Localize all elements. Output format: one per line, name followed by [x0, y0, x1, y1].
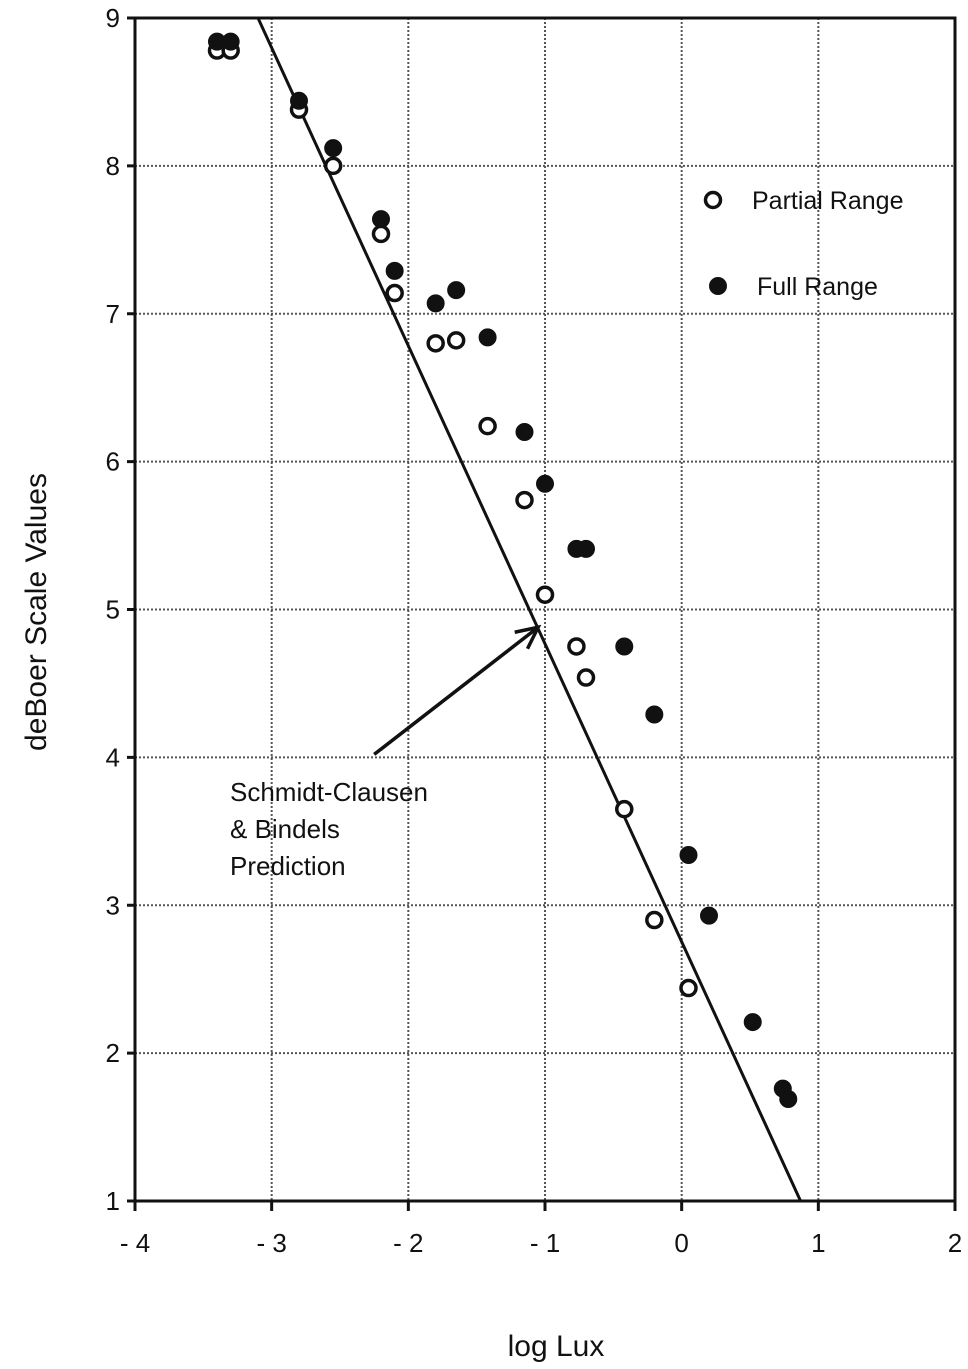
tick-labels: - 4 - 3 - 2 - 1 0 1 2 1 2 3 4 5 6 7 8 9: [106, 3, 963, 1258]
y-tick-label: 3: [106, 890, 120, 920]
y-tick-label: 7: [106, 299, 120, 329]
prediction-line-layer: [256, 17, 802, 1202]
full-range-point: [577, 539, 595, 558]
full-range-point: [290, 91, 308, 110]
full-range-point: [447, 281, 466, 300]
legend-label: Partial Range: [752, 187, 903, 215]
full-range-point: [221, 32, 240, 51]
y-axis-title: deBoer Scale Values: [20, 473, 53, 751]
annotation: Schmidt-Clausen & Bindels Prediction: [230, 624, 542, 881]
full-range-point: [515, 423, 534, 442]
legend-marker-full-range: [709, 277, 727, 295]
x-tick-label: 0: [674, 1228, 688, 1258]
x-tick-label: - 2: [393, 1228, 423, 1258]
full-range-point: [478, 328, 497, 347]
full-range-point: [779, 1089, 798, 1108]
legend-marker-partial-range: [703, 190, 723, 210]
annotation-arrow-shaft: [373, 625, 540, 756]
x-tick-label: 2: [948, 1228, 962, 1258]
data-points: [207, 32, 798, 1108]
partial-range-point: [371, 224, 391, 244]
y-tick-label: 9: [106, 3, 120, 33]
full-range-point: [324, 139, 343, 158]
full-range-point: [700, 906, 718, 925]
legend: Partial Range Full Range: [703, 187, 903, 301]
grid: [135, 18, 955, 1201]
full-range-point: [743, 1013, 762, 1032]
partial-range-point: [679, 978, 698, 998]
y-tick-label: 6: [106, 447, 120, 477]
partial-range-point: [515, 490, 534, 510]
y-tick-label: 5: [106, 595, 120, 625]
y-tick-label: 2: [106, 1038, 120, 1068]
prediction-line: [256, 17, 802, 1202]
annotation-label: Schmidt-Clausen: [230, 777, 428, 807]
legend-label: Full Range: [757, 273, 878, 301]
partial-range-point: [645, 910, 664, 930]
partial-range-point: [446, 331, 466, 350]
full-range-point: [426, 294, 445, 313]
y-tick-label: 8: [106, 151, 120, 181]
full-range-point: [536, 474, 554, 493]
full-range-point: [615, 637, 634, 656]
x-tick-label: - 3: [256, 1228, 286, 1258]
partial-range-point: [567, 637, 586, 656]
partial-range-point: [426, 334, 445, 353]
partial-range-point: [576, 668, 596, 687]
annotation-arrow-head: [514, 624, 542, 650]
x-tick-label: 1: [811, 1228, 825, 1258]
full-range-point: [372, 210, 390, 229]
annotation-label: & Bindels: [230, 814, 340, 844]
annotation-label: Prediction: [230, 851, 346, 881]
x-tick-label: - 4: [120, 1228, 150, 1258]
partial-range-point: [535, 585, 555, 604]
axes: [127, 16, 957, 1211]
full-range-point: [645, 705, 664, 724]
x-tick-label: - 1: [530, 1228, 560, 1258]
x-axis-title: log Lux: [508, 1330, 605, 1363]
y-tick-label: 1: [106, 1186, 120, 1216]
partial-range-point: [385, 283, 404, 303]
y-tick-label: 4: [106, 742, 120, 772]
full-range-point: [679, 845, 698, 864]
partial-range-point: [323, 156, 343, 176]
partial-range-point: [478, 416, 497, 436]
partial-range-point: [615, 799, 634, 819]
full-range-point: [385, 261, 404, 280]
